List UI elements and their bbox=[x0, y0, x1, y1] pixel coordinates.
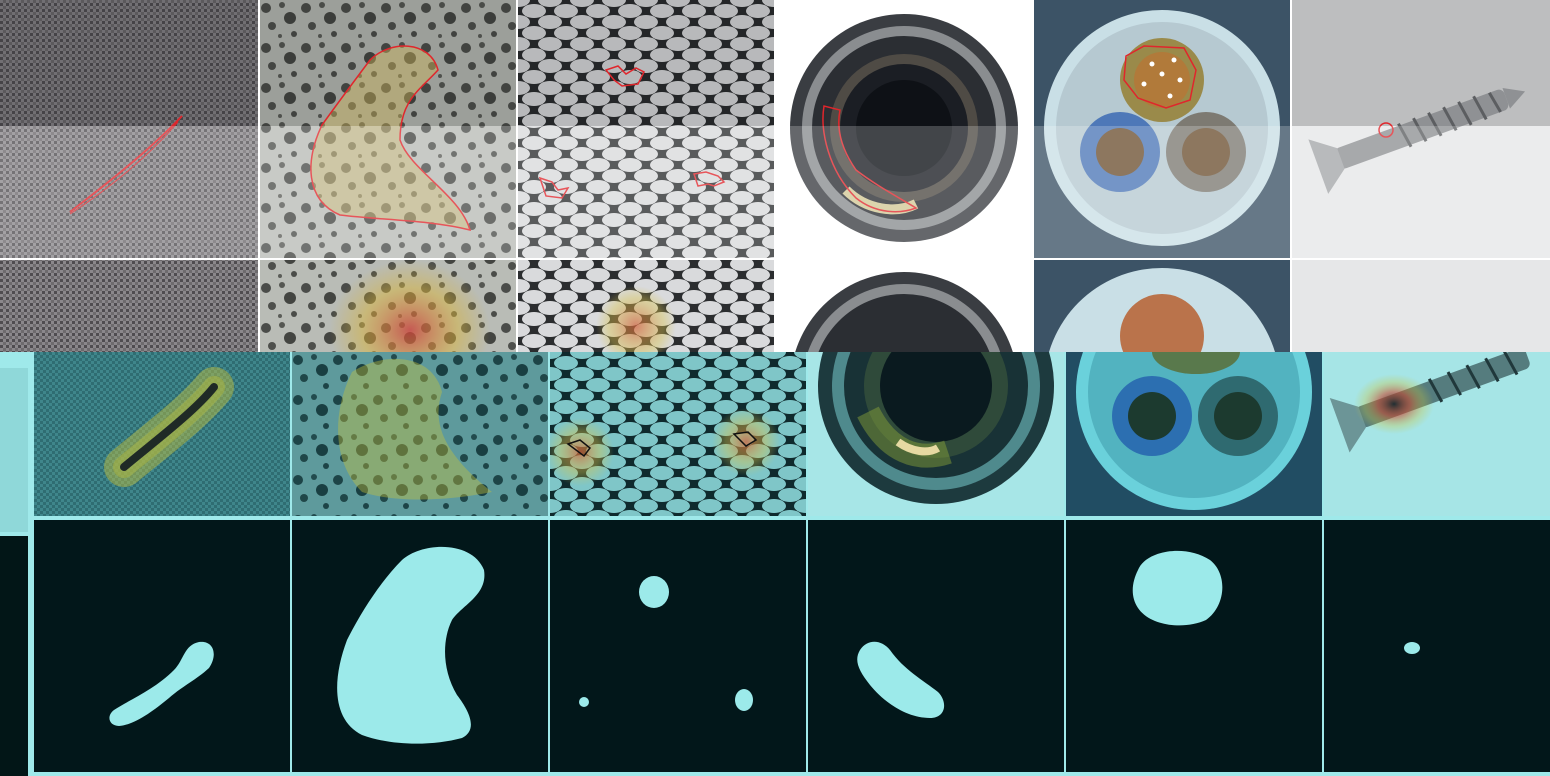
bottle-image-panel bbox=[776, 0, 1032, 352]
carpet-heatmap-panel bbox=[34, 352, 290, 516]
lower-section bbox=[0, 352, 1550, 776]
carpet-image-panel bbox=[0, 0, 258, 352]
bottle-heatmap-panel bbox=[808, 352, 1064, 516]
tile-defect-contour bbox=[310, 45, 472, 232]
grid-mask-blob-2 bbox=[579, 697, 589, 707]
grid-image-panel bbox=[518, 0, 774, 352]
screw-defect-contour bbox=[1378, 122, 1394, 138]
cable-defect-contour bbox=[1123, 45, 1197, 109]
left-strip-heat bbox=[0, 368, 28, 532]
screw-heatmap-panel bbox=[1324, 352, 1550, 516]
tile-image-panel bbox=[260, 0, 516, 352]
left-strip-mask bbox=[0, 536, 28, 776]
bottle-mask-panel bbox=[808, 520, 1064, 772]
grid-heatmap-panel bbox=[550, 352, 806, 516]
screw-shape bbox=[1308, 87, 1526, 194]
screw-mask-panel bbox=[1324, 520, 1550, 772]
grid-defect-contour-2 bbox=[538, 176, 570, 199]
bottle-mask-shape bbox=[857, 641, 945, 718]
carpet-defect-contour bbox=[69, 115, 183, 213]
tile-mask-panel bbox=[292, 520, 548, 772]
grid-mask-blob-1 bbox=[639, 576, 669, 608]
grid-mask-blob-3 bbox=[735, 689, 753, 711]
carpet-mask-panel bbox=[34, 520, 290, 772]
grid-defect-contour-3 bbox=[693, 171, 726, 187]
cable-mask-panel bbox=[1066, 520, 1322, 772]
grid-mask-panel bbox=[550, 520, 806, 772]
tile-defect-fill bbox=[310, 46, 470, 230]
cable-mask-shape bbox=[1132, 550, 1223, 626]
grid-defect-contour-1 bbox=[604, 65, 646, 87]
tile-mask-shape bbox=[337, 546, 485, 744]
cable-image-panel bbox=[1034, 0, 1290, 352]
bottle-defect-contour bbox=[822, 105, 918, 213]
screw-image-panel bbox=[1292, 0, 1550, 352]
cable-heatmap-panel bbox=[1066, 352, 1322, 516]
carpet-mask-shape bbox=[109, 641, 214, 726]
tile-heatmap-panel bbox=[292, 352, 548, 516]
screw-mask-shape bbox=[1404, 642, 1420, 654]
upper-section bbox=[0, 0, 1550, 352]
